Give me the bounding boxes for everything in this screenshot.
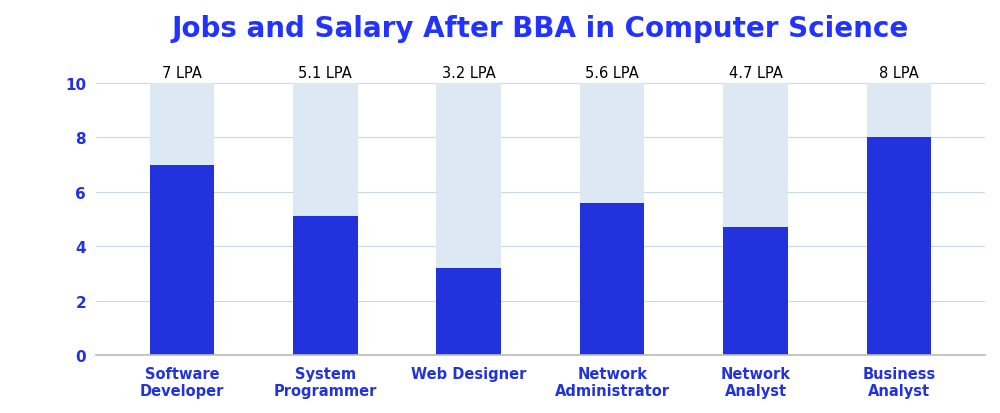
Text: 4.7 LPA: 4.7 LPA [729, 65, 782, 80]
Bar [436, 83, 501, 355]
Bar [293, 83, 358, 355]
Text: 7 LPA: 7 LPA [162, 65, 202, 80]
Text: 5.6 LPA: 5.6 LPA [585, 65, 639, 80]
Bar [867, 138, 931, 355]
Bar [150, 83, 214, 355]
Bar [150, 165, 214, 355]
Bar [723, 228, 788, 355]
Bar [580, 83, 644, 355]
Text: 3.2 LPA: 3.2 LPA [442, 65, 496, 80]
Title: Jobs and Salary After BBA in Computer Science: Jobs and Salary After BBA in Computer Sc… [172, 15, 909, 43]
Bar [723, 83, 788, 355]
Text: 5.1 LPA: 5.1 LPA [298, 65, 352, 80]
Bar [293, 217, 358, 355]
Bar [436, 268, 501, 355]
Text: 8 LPA: 8 LPA [879, 65, 919, 80]
Bar [867, 83, 931, 355]
Bar [580, 203, 644, 355]
